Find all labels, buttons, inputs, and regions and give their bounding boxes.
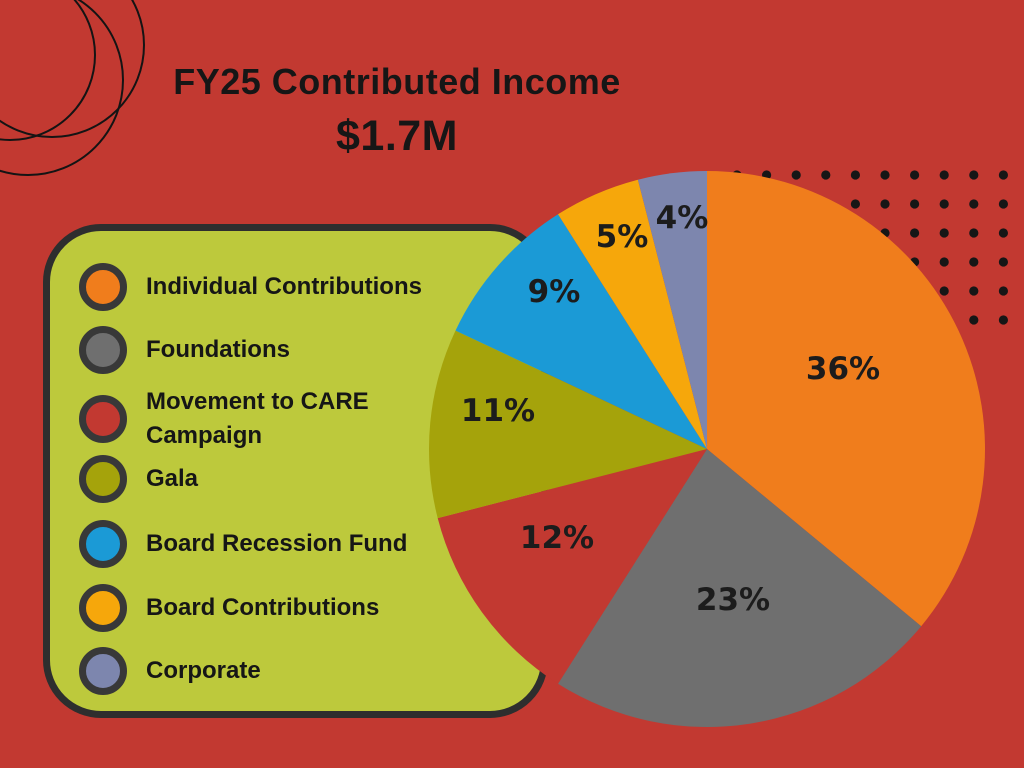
chart-title: FY25 Contributed Income $1.7M bbox=[72, 62, 722, 161]
legend-item: Foundations bbox=[79, 325, 456, 375]
legend-item-label: Board Recession Fund bbox=[146, 530, 408, 557]
legend-swatch-circle bbox=[79, 395, 127, 443]
legend-item: Movement to CARE Campaign bbox=[79, 384, 456, 454]
legend-panel: Individual Contributions Foundations Movem… bbox=[43, 224, 548, 718]
pie-slice-percent-label: 36% bbox=[806, 351, 880, 387]
pie-slice-percent-label: 4% bbox=[656, 200, 709, 236]
legend-item-label: Board Contributions bbox=[146, 594, 380, 621]
pie-slice-individual-contributions bbox=[707, 171, 985, 627]
legend-item: Board Contributions bbox=[79, 583, 456, 633]
chart-total-amount: $1.7M bbox=[335, 111, 458, 160]
legend-item-label: Individual Contributions bbox=[146, 273, 422, 300]
legend-item-label: Foundations bbox=[146, 336, 290, 363]
legend-swatch-circle bbox=[79, 584, 127, 632]
legend-item-label: Movement to CARE Campaign bbox=[146, 388, 369, 449]
pie-slice-percent-label: 5% bbox=[596, 219, 649, 255]
chart-title-text: FY25 Contributed Income bbox=[173, 61, 621, 102]
legend-swatch-circle bbox=[79, 647, 127, 695]
legend-item-label: Gala bbox=[146, 465, 199, 492]
decor-dot-grid bbox=[732, 170, 1009, 325]
legend-item: Gala bbox=[79, 454, 456, 504]
pie-slice-percent-label: 23% bbox=[696, 582, 770, 618]
legend-swatch-circle bbox=[79, 263, 127, 311]
pie-slice-corporate bbox=[637, 170, 707, 449]
legend-swatch-circle bbox=[79, 326, 127, 374]
legend-item: Individual Contributions bbox=[79, 262, 456, 312]
legend-item: Corporate bbox=[79, 646, 456, 696]
legend-item-label: Corporate bbox=[146, 657, 261, 684]
legend-swatch-circle bbox=[79, 455, 127, 503]
pie-slice-board-contributions bbox=[558, 179, 707, 449]
legend-swatch-circle bbox=[79, 520, 127, 568]
legend-item: Board Recession Fund bbox=[79, 519, 456, 569]
pie-slice-foundations bbox=[558, 449, 922, 727]
